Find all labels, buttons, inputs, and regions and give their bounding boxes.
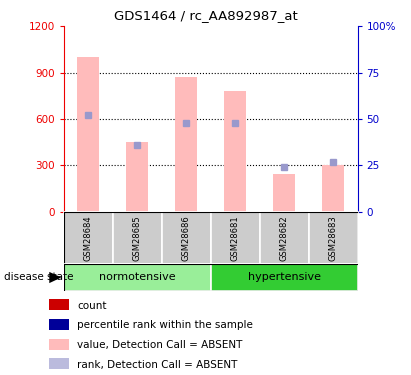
Bar (49, 358, 69, 369)
Bar (309, 212, 358, 264)
Bar (49, 319, 69, 330)
Text: rank, Detection Call = ABSENT: rank, Detection Call = ABSENT (77, 360, 238, 370)
Bar (64, 264, 210, 291)
Bar (162, 212, 211, 264)
Text: GSM28683: GSM28683 (328, 215, 337, 261)
Bar (211, 264, 358, 291)
Bar (77, 57, 99, 212)
Text: GSM28681: GSM28681 (231, 215, 240, 261)
Bar (211, 212, 260, 264)
Bar (49, 299, 69, 310)
Text: disease state: disease state (4, 273, 74, 282)
Bar (49, 339, 69, 350)
Text: value, Detection Call = ABSENT: value, Detection Call = ABSENT (77, 340, 242, 350)
Text: count: count (77, 301, 107, 311)
Text: hypertensive: hypertensive (247, 273, 321, 282)
Text: GSM28685: GSM28685 (133, 215, 142, 261)
Bar (260, 212, 309, 264)
Bar (64, 212, 113, 264)
Bar (224, 91, 246, 212)
Text: GSM28682: GSM28682 (279, 215, 289, 261)
Text: percentile rank within the sample: percentile rank within the sample (77, 320, 253, 330)
Bar (175, 76, 197, 212)
Bar (126, 142, 148, 212)
Bar (113, 212, 162, 264)
Bar (273, 174, 295, 212)
Text: normotensive: normotensive (99, 273, 175, 282)
Text: GSM28684: GSM28684 (84, 215, 93, 261)
Text: GSM28686: GSM28686 (182, 215, 191, 261)
Polygon shape (49, 272, 61, 283)
Bar (322, 165, 344, 212)
Text: GDS1464 / rc_AA892987_at: GDS1464 / rc_AA892987_at (113, 9, 298, 22)
